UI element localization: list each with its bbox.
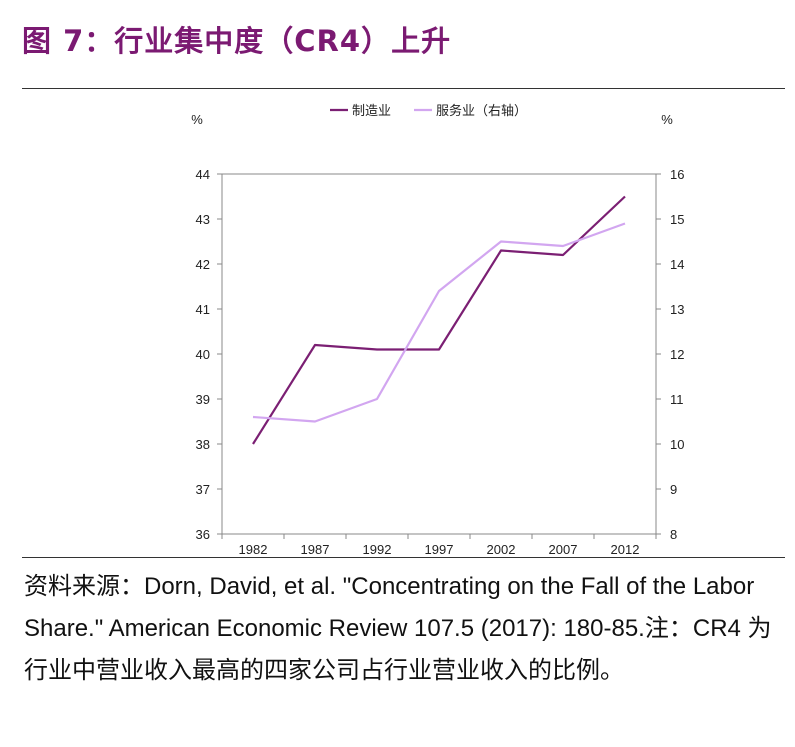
x-tick-label: 2012 xyxy=(611,542,640,557)
right-tick-label: 14 xyxy=(670,257,684,272)
x-axis-ticks: 1982 1987 1992 1997 2002 2007 2012 xyxy=(221,534,657,557)
legend-label-1: 制造业 xyxy=(352,104,391,119)
right-tick-label: 15 xyxy=(670,212,684,227)
right-axis-unit: % xyxy=(661,112,673,127)
legend-label-2: 服务业（右轴） xyxy=(436,103,527,119)
left-tick-label: 42 xyxy=(196,257,210,272)
right-tick-label: 11 xyxy=(670,392,684,407)
left-tick-label: 39 xyxy=(196,392,210,407)
series-line-1 xyxy=(252,195,626,445)
legend: 制造业 服务业（右轴） xyxy=(330,103,527,119)
left-tick-label: 44 xyxy=(196,167,210,182)
x-tick-label: 1987 xyxy=(301,542,330,557)
right-tick-label: 8 xyxy=(670,527,677,542)
series-line-2 xyxy=(252,222,626,423)
left-tick-label: 41 xyxy=(196,302,210,317)
top-rule xyxy=(22,88,785,89)
bottom-rule xyxy=(22,557,785,558)
left-tick-label: 36 xyxy=(196,527,210,542)
right-axis-ticks: 8 9 10 11 12 13 14 15 16 xyxy=(656,167,684,542)
left-axis-ticks: 36 37 38 39 40 41 42 43 44 xyxy=(196,167,222,542)
left-tick-label: 37 xyxy=(196,482,210,497)
right-tick-label: 16 xyxy=(670,167,684,182)
x-tick-label: 2002 xyxy=(487,542,516,557)
right-tick-label: 9 xyxy=(670,482,677,497)
x-tick-label: 1992 xyxy=(363,542,392,557)
figure-title: 图 7：行业集中度（CR4）上升 xyxy=(22,24,452,58)
left-tick-label: 38 xyxy=(196,437,210,452)
source-note: 资料来源：Dorn, David, et al. "Concentrating … xyxy=(24,566,784,692)
right-tick-label: 12 xyxy=(670,347,684,362)
x-tick-label: 1982 xyxy=(239,542,268,557)
series-lines xyxy=(252,195,626,445)
right-tick-label: 10 xyxy=(670,437,684,452)
source-citation: Dorn, David, et al. "Concentrating on th… xyxy=(24,573,755,642)
left-tick-label: 40 xyxy=(196,347,210,362)
right-tick-label: 13 xyxy=(670,302,684,317)
left-tick-label: 43 xyxy=(196,212,210,227)
x-tick-label: 2007 xyxy=(549,542,578,557)
left-axis-unit: % xyxy=(191,112,203,127)
source-label: 资料来源： xyxy=(24,573,144,600)
x-tick-label: 1997 xyxy=(425,542,454,557)
note-text: CR4 为行业中营业收入最高的四家公司占行业营业收入的比例。 xyxy=(24,615,772,684)
line-chart: 制造业 服务业（右轴） % % 36 37 38 39 40 41 42 43 44 8 9 10 11… xyxy=(191,103,684,557)
note-label: 注： xyxy=(644,615,693,642)
